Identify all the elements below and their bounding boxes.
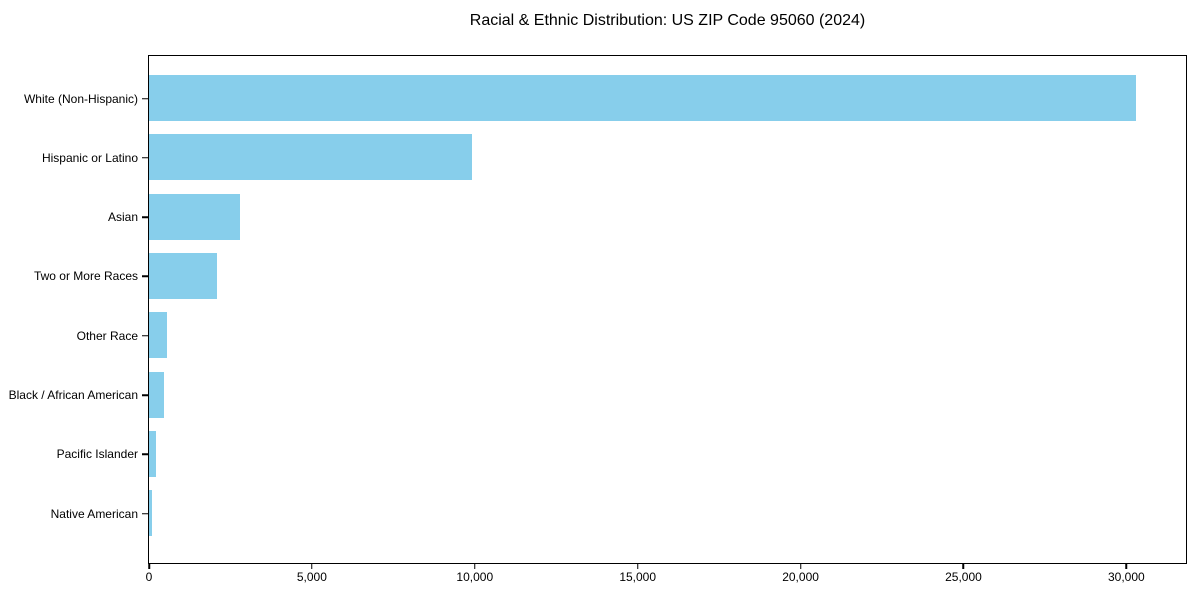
y-tick-label-asian: Asian [107, 210, 138, 225]
bar-black-african-american [149, 371, 164, 418]
x-tick-mark [1125, 564, 1128, 569]
bar-native-american [149, 490, 152, 537]
y-tick-label-white-non-hispanic: White (Non-Hispanic) [23, 91, 138, 106]
y-tick-mark [142, 275, 148, 278]
y-tick-mark [142, 216, 148, 218]
bar-two-or-more-races [149, 252, 217, 299]
y-axis: White (Non-Hispanic) Hispanic or Latino As… [0, 55, 148, 564]
x-tick-mark [962, 564, 965, 569]
bar-white-non-hispanic [149, 75, 1137, 121]
x-tick-label-25000: 25,000 [945, 570, 982, 584]
y-tick-mark [142, 157, 148, 159]
y-tick-mark [142, 334, 148, 337]
y-tick-mark [142, 97, 148, 100]
x-tick-label-10000: 10,000 [456, 570, 494, 584]
y-tick-label-black-african-american: Black / African American [8, 388, 138, 402]
x-tick-mark [148, 564, 150, 569]
x-tick-label-0: 0 [145, 570, 153, 584]
y-tick-mark [142, 512, 148, 515]
y-tick-label-pacific-islander: Pacific Islander [56, 447, 138, 462]
x-axis: 0 5,000 10,000 15,000 20,000 25,000 30,000 [145, 564, 1185, 600]
x-tick-mark [474, 564, 476, 569]
y-tick-label-hispanic-or-latino: Hispanic or Latino [41, 150, 138, 165]
y-tick-label-other-race: Other Race [76, 328, 138, 343]
bar-asian [149, 193, 240, 240]
plot-area [148, 55, 1187, 564]
x-tick-label-15000: 15,000 [619, 570, 657, 584]
bar-pacific-islander [149, 430, 156, 477]
y-tick-label-two-or-more-races: Two or More Races [33, 269, 138, 284]
bar-hispanic-or-latino [149, 134, 473, 181]
x-tick-label-20000: 20,000 [782, 570, 819, 584]
x-tick-mark [799, 564, 802, 569]
x-tick-mark [636, 564, 639, 569]
y-tick-label-native-american: Native American [50, 506, 138, 521]
x-tick-label-5000: 5,000 [296, 570, 327, 584]
y-tick-mark [142, 394, 148, 396]
y-tick-mark [142, 453, 148, 456]
x-tick-mark [311, 564, 313, 569]
chart-title: Racial & Ethnic Distribution: US ZIP Cod… [469, 12, 866, 29]
bar-other-race [149, 312, 167, 359]
x-tick-label-30000: 30,000 [1107, 570, 1145, 584]
